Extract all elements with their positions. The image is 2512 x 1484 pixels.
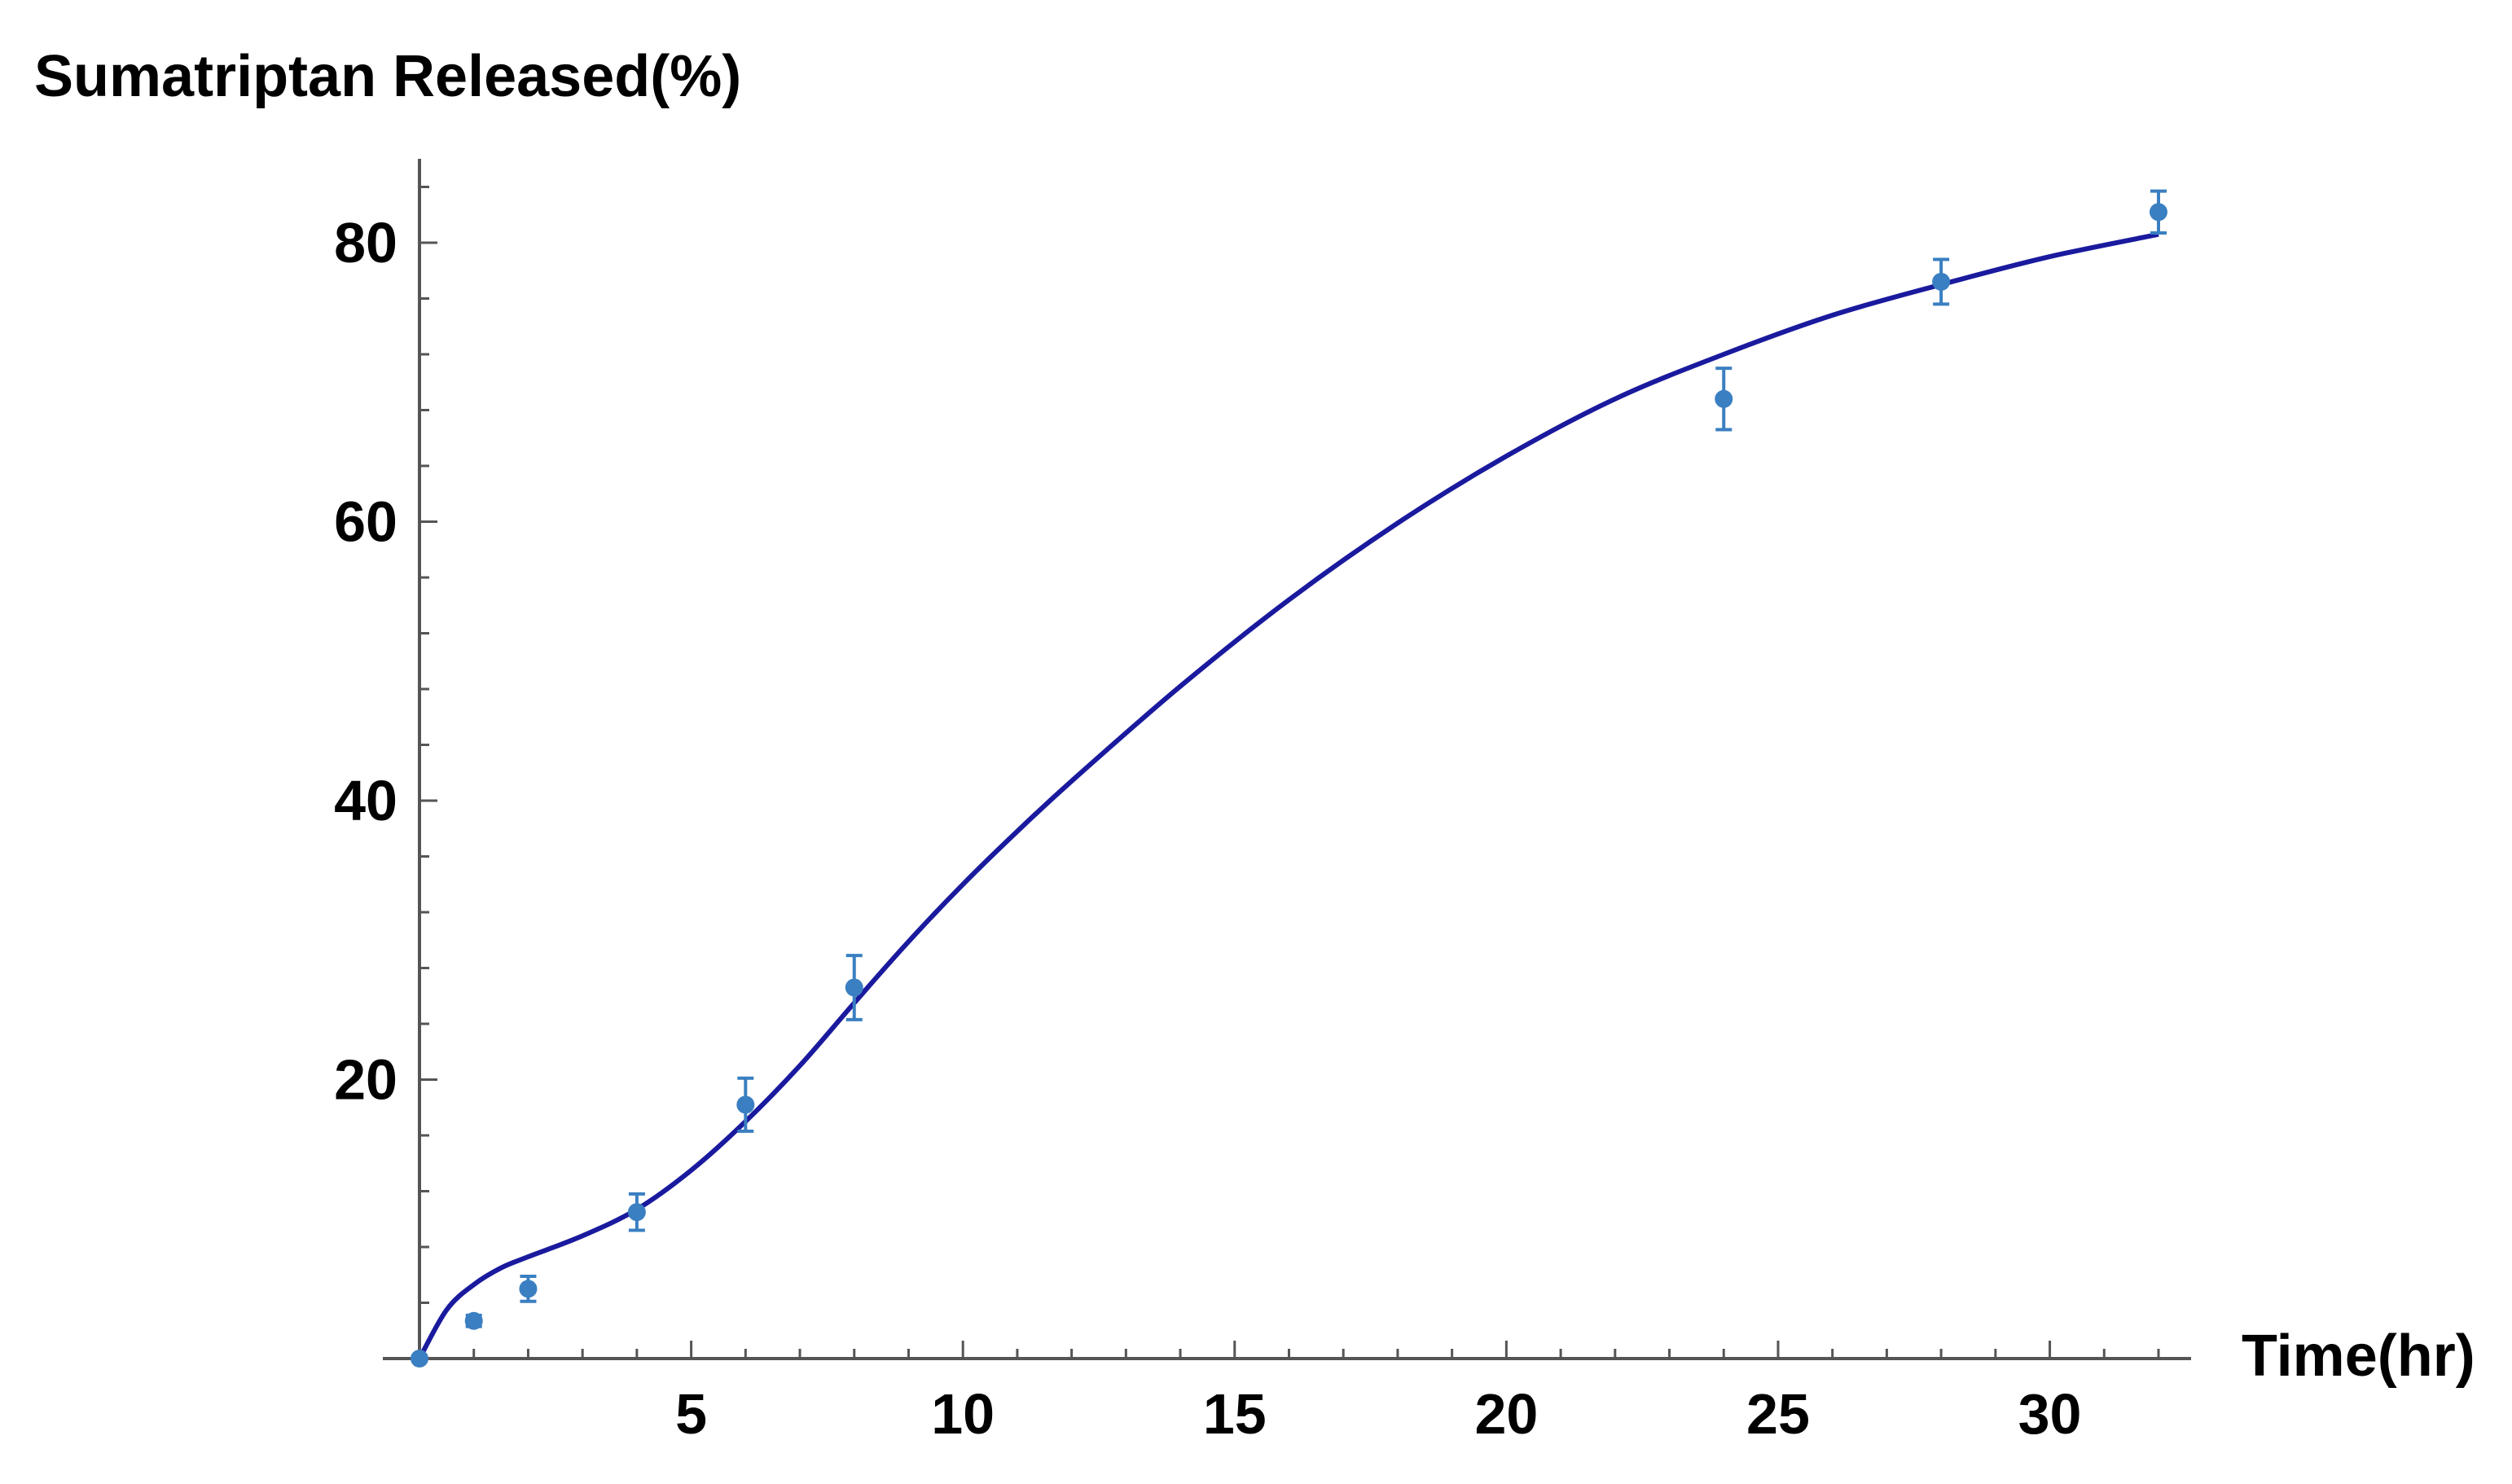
axes: 5 10 15 20 25 30 20 40 60 80 bbox=[334, 159, 2191, 1446]
x-tick-label: 5 bbox=[675, 1382, 707, 1446]
data-point bbox=[411, 1350, 428, 1368]
y-tick-label: 20 bbox=[334, 1048, 397, 1112]
data-point bbox=[736, 1095, 755, 1114]
x-tick-label: 30 bbox=[2018, 1382, 2082, 1446]
fit-curve-line bbox=[417, 231, 2159, 1360]
data-point-group bbox=[627, 1192, 646, 1232]
data-point-group bbox=[411, 1350, 428, 1368]
data-point bbox=[464, 1311, 483, 1330]
data-point-group bbox=[464, 1311, 483, 1330]
x-tick-label: 20 bbox=[1474, 1382, 1538, 1446]
y-tick-label: 80 bbox=[334, 211, 397, 274]
y-axis-label: Sumatriptan Released(%) bbox=[34, 44, 741, 109]
data-point bbox=[519, 1280, 538, 1298]
data-point bbox=[2150, 203, 2167, 222]
x-axis-label: Time(hr) bbox=[2242, 1324, 2475, 1389]
data-point bbox=[1715, 389, 1733, 408]
data-point-group bbox=[736, 1076, 755, 1133]
data-point-group bbox=[845, 954, 863, 1021]
data-points-layer bbox=[411, 189, 2167, 1368]
x-tick-label: 15 bbox=[1203, 1382, 1267, 1446]
y-tick-label: 60 bbox=[334, 490, 397, 554]
data-point bbox=[1932, 272, 1951, 291]
x-tick-label: 25 bbox=[1746, 1382, 1810, 1446]
data-point-group bbox=[2150, 189, 2167, 235]
data-point-group bbox=[1932, 257, 1951, 306]
data-point bbox=[845, 978, 863, 997]
data-point-group bbox=[1715, 367, 1733, 432]
x-tick-label: 10 bbox=[931, 1382, 995, 1446]
data-point bbox=[627, 1203, 646, 1222]
data-point-group bbox=[519, 1274, 538, 1303]
y-tick-label: 40 bbox=[334, 769, 397, 832]
fit-curve-layer bbox=[417, 231, 2159, 1360]
